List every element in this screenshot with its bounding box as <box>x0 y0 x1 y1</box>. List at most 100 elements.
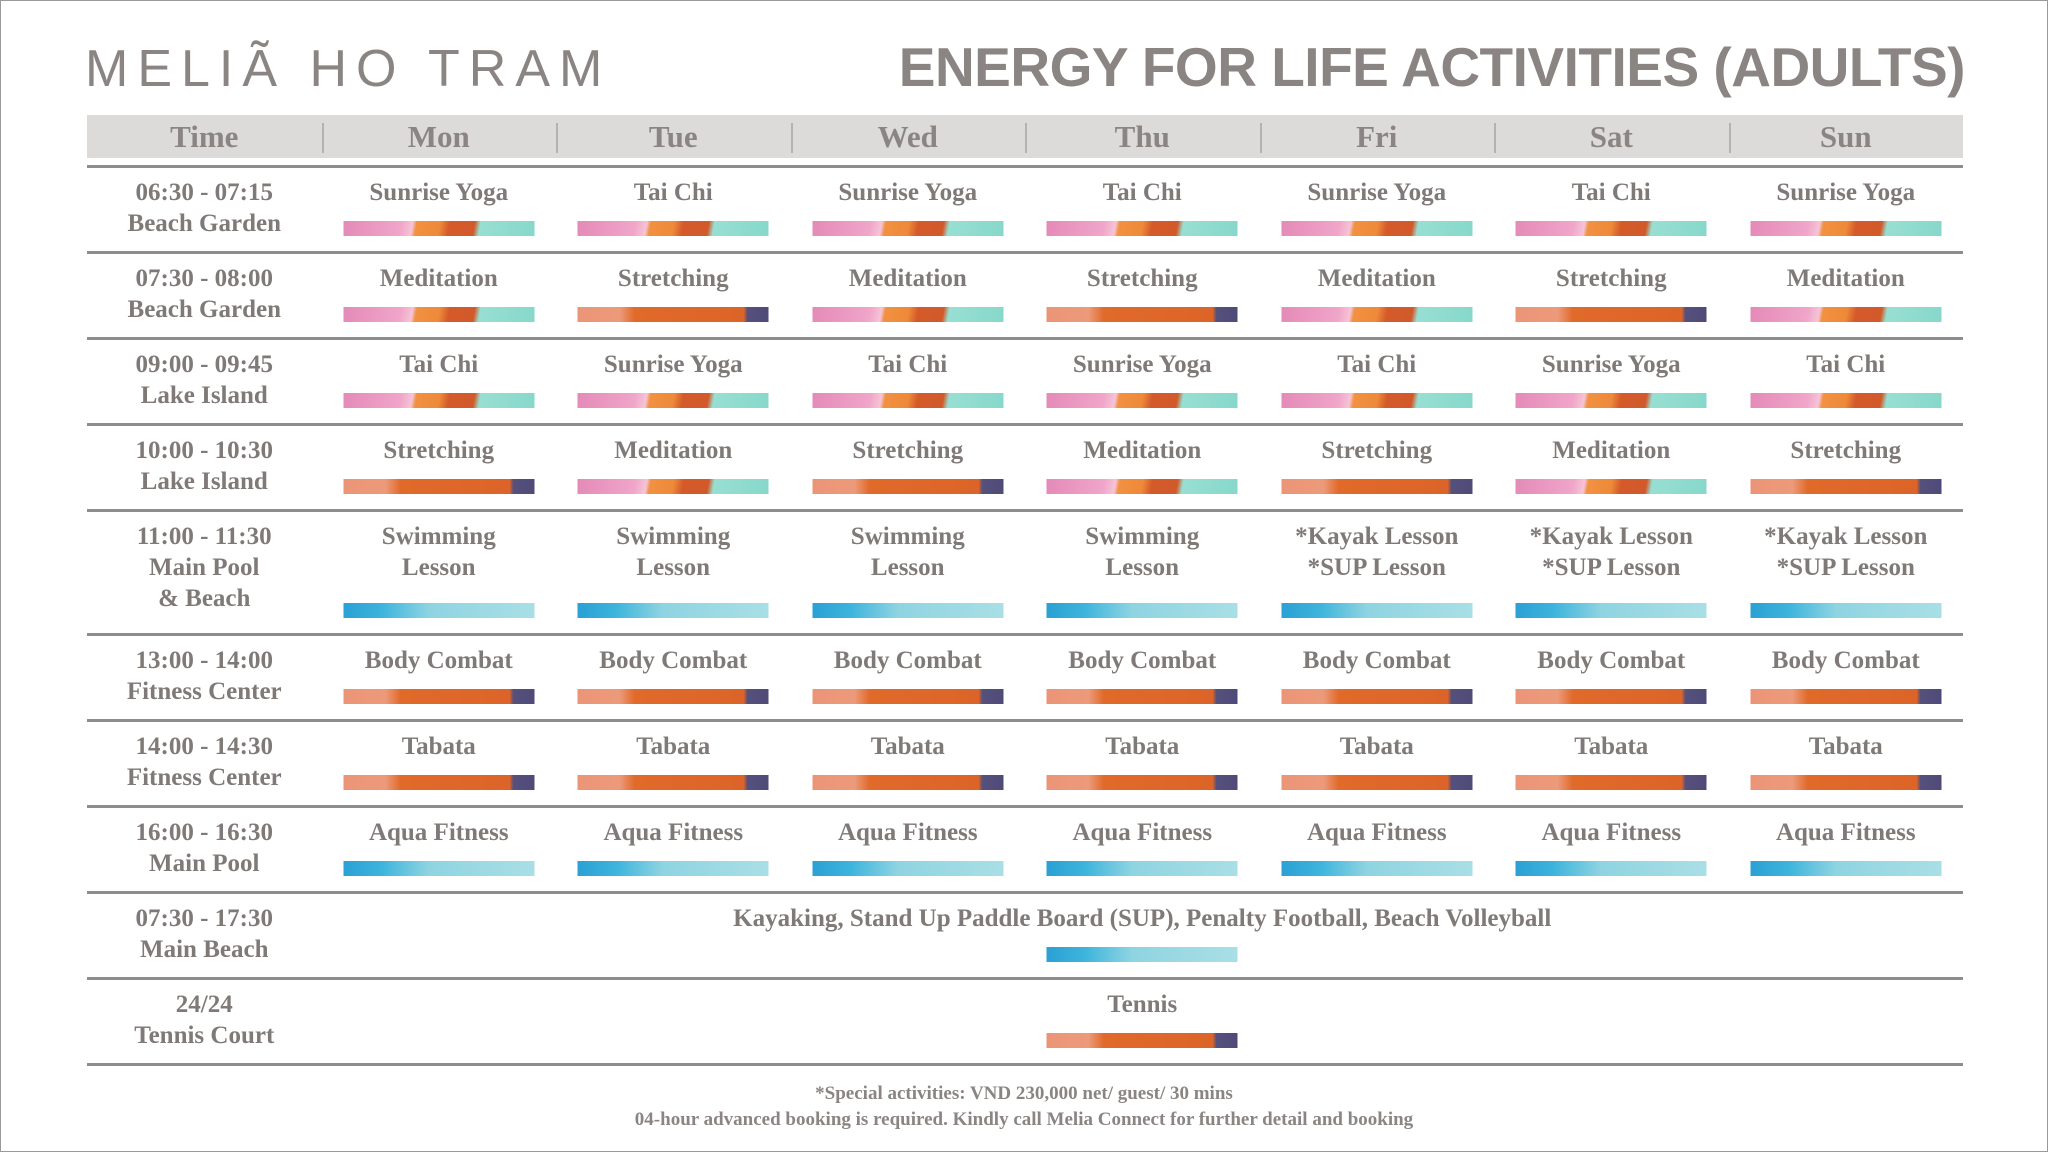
activity-cell-mon: Meditation <box>322 254 557 337</box>
activity-name: Body Combat <box>1302 647 1451 674</box>
activity-name: Aqua Fitness <box>368 819 509 846</box>
activity-name: Tabata <box>1105 733 1180 760</box>
activity-color-bar <box>1046 307 1238 322</box>
activity-color-bar <box>812 307 1004 322</box>
activity-color-bar <box>343 393 535 408</box>
activity-name: Tabata <box>401 733 476 760</box>
activity-color-bar <box>577 775 769 790</box>
activity-name: Tai Chi <box>399 351 479 378</box>
activity-name: Tabata <box>870 733 945 760</box>
activity-name: Meditation <box>1552 437 1671 464</box>
activity-name: Swimming Lesson <box>850 523 965 581</box>
time-location-cell: 10:00 - 10:30 Lake Island <box>135 437 273 495</box>
activity-color-bar <box>577 307 769 322</box>
activity-name: Sunrise Yoga <box>1072 351 1212 378</box>
activity-cell-wed: Aqua Fitness <box>791 808 1026 891</box>
activity-cell-sat: Sunrise Yoga <box>1494 340 1729 423</box>
header-divider <box>87 165 1963 168</box>
activity-name: Meditation <box>848 265 967 292</box>
activity-cell-tue: Meditation <box>556 426 791 509</box>
column-header-sun: Sun <box>1728 119 1964 155</box>
activity-color-bar <box>812 393 1004 408</box>
column-header-wed: Wed <box>790 119 1026 155</box>
table-row: 11:00 - 11:30 Main Pool & Beach Swimming … <box>87 512 1963 636</box>
activity-color-bar <box>577 393 769 408</box>
activity-color-bar <box>577 603 769 618</box>
activity-cell-sat: Stretching <box>1494 254 1729 337</box>
activity-cell-mon: Body Combat <box>322 636 557 719</box>
activity-name: Body Combat <box>599 647 748 674</box>
activity-color-bar <box>343 221 535 236</box>
time-location-cell: 07:30 - 17:30 Main Beach <box>135 905 273 963</box>
activity-color-bar <box>1281 307 1473 322</box>
activity-color-bar <box>1515 775 1707 790</box>
activity-color-bar <box>1281 775 1473 790</box>
activity-name: Sunrise Yoga <box>603 351 743 378</box>
table-row: 09:00 - 09:45 Lake Island Tai Chi Sunrise … <box>87 340 1963 426</box>
activity-color-bar <box>1046 603 1238 618</box>
activity-cell-sat: Tai Chi <box>1494 168 1729 251</box>
time-location-cell: 06:30 - 07:15 Beach Garden <box>127 179 281 237</box>
schedule-table: Time Mon Tue Wed Thu Fri Sat Sun 06:30 - 07:15 … <box>87 115 1963 1066</box>
activity-cell-thu: Tai Chi <box>1025 168 1260 251</box>
activity-name: Aqua Fitness <box>837 819 978 846</box>
activity-name: Kayaking, Stand Up Paddle Board (SUP), P… <box>733 905 1552 932</box>
activity-color-bar <box>1281 689 1473 704</box>
activity-name: Stretching <box>852 437 964 464</box>
activity-cell-fri: Sunrise Yoga <box>1260 168 1495 251</box>
activity-name: Swimming Lesson <box>616 523 731 581</box>
activity-cell-thu: Aqua Fitness <box>1025 808 1260 891</box>
table-row: 10:00 - 10:30 Lake Island Stretching Medit… <box>87 426 1963 512</box>
activity-name: Sunrise Yoga <box>369 179 509 206</box>
activity-color-bar <box>1281 393 1473 408</box>
activity-cell-fri: Aqua Fitness <box>1260 808 1495 891</box>
activity-cell-fri: Tai Chi <box>1260 340 1495 423</box>
activity-color-bar <box>812 479 1004 494</box>
activity-cell-tue: Aqua Fitness <box>556 808 791 891</box>
activity-color-bar <box>1515 603 1707 618</box>
activity-color-bar <box>1515 479 1707 494</box>
activity-name: Tai Chi <box>1806 351 1886 378</box>
time-location-cell: 07:30 - 08:00 Beach Garden <box>127 265 281 323</box>
activity-cell-sun: Aqua Fitness <box>1729 808 1964 891</box>
activity-cell-wed: Sunrise Yoga <box>791 168 1026 251</box>
activity-cell-tue: Body Combat <box>556 636 791 719</box>
activity-name: Aqua Fitness <box>1541 819 1682 846</box>
activity-name: Stretching <box>617 265 729 292</box>
activity-cell-mon: Tabata <box>322 722 557 805</box>
activity-color-bar <box>1750 221 1942 236</box>
activity-color-bar <box>1281 221 1473 236</box>
activity-color-bar <box>577 861 769 876</box>
activity-color-bar <box>343 775 535 790</box>
activity-name: Tabata <box>1339 733 1414 760</box>
activity-name: Sunrise Yoga <box>1776 179 1916 206</box>
activity-color-bar <box>1046 947 1238 962</box>
activity-cell-wed: Meditation <box>791 254 1026 337</box>
activity-name: Tabata <box>1574 733 1649 760</box>
activity-name: *Kayak Lesson *SUP Lesson <box>1529 523 1693 581</box>
table-row: 16:00 - 16:30 Main Pool Aqua Fitness Aqua … <box>87 808 1963 894</box>
table-row: 06:30 - 07:15 Beach Garden Sunrise Yoga Ta… <box>87 168 1963 254</box>
activity-cell-sun: Sunrise Yoga <box>1729 168 1964 251</box>
activity-cell-sun: Stretching <box>1729 426 1964 509</box>
activity-color-bar <box>1515 221 1707 236</box>
page-title: ENERGY FOR LIFE ACTIVITIES (ADULTS) <box>898 36 1966 98</box>
activity-name: Meditation <box>614 437 733 464</box>
activity-cell-thu: Meditation <box>1025 426 1260 509</box>
spanning-activity-cell: Tennis <box>322 980 1964 1063</box>
activity-name: Body Combat <box>364 647 513 674</box>
column-header-sat: Sat <box>1494 119 1729 155</box>
time-location-cell: 16:00 - 16:30 Main Pool <box>135 819 273 877</box>
activity-cell-tue: Tabata <box>556 722 791 805</box>
activity-name: Meditation <box>379 265 498 292</box>
activity-name: Aqua Fitness <box>1775 819 1916 846</box>
activity-cell-mon: Swimming Lesson <box>322 512 557 633</box>
column-header-fri: Fri <box>1259 119 1495 155</box>
activity-name: Meditation <box>1317 265 1436 292</box>
table-row: 24/24 Tennis Court Tennis <box>87 980 1963 1066</box>
activity-color-bar <box>812 221 1004 236</box>
activity-cell-wed: Tai Chi <box>791 340 1026 423</box>
activity-name: Stretching <box>383 437 495 464</box>
activity-color-bar <box>343 861 535 876</box>
activity-cell-thu: Body Combat <box>1025 636 1260 719</box>
